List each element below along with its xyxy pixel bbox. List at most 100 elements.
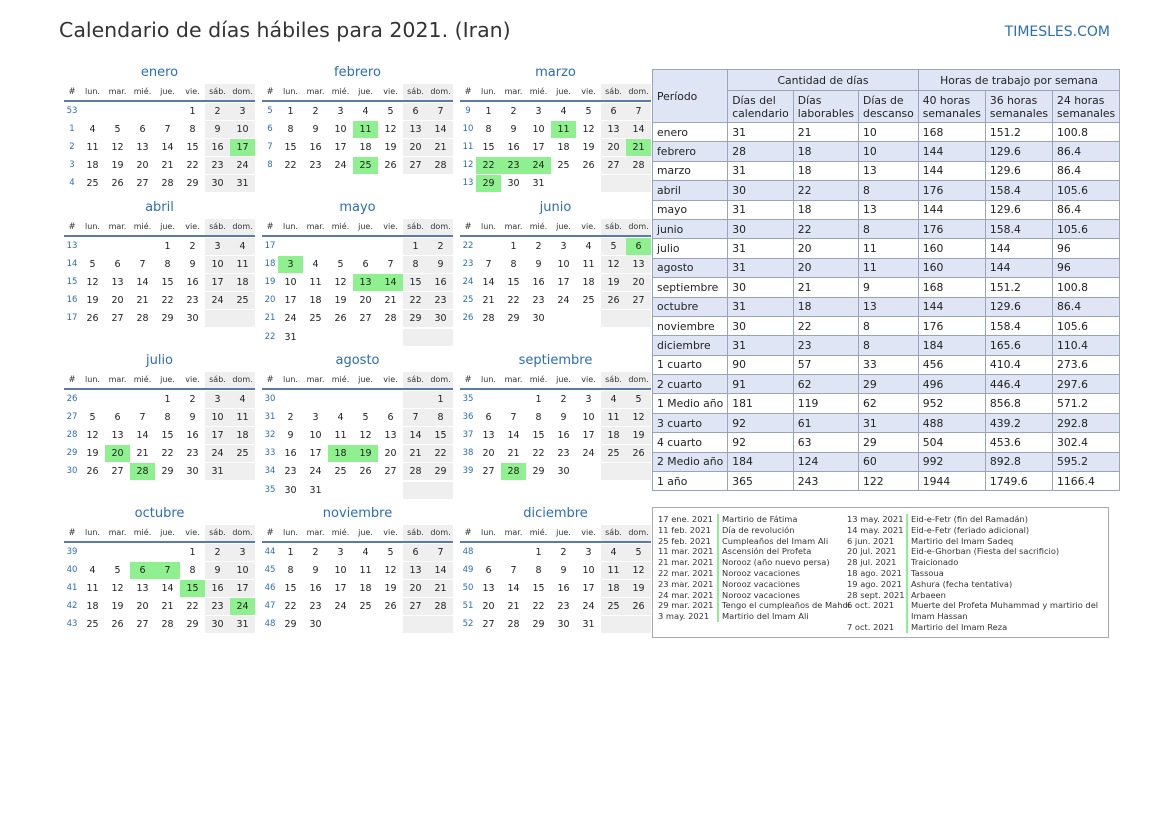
day-cell: 4 [230, 238, 255, 256]
weekday-label: lun. [481, 222, 496, 231]
weekday-header: # lun. mar. mié. jue. vie. sáb. dom. [262, 525, 453, 543]
day-cell [501, 544, 526, 561]
day-cell: 1 [510, 241, 517, 253]
week-row: 4 25 26 27 28 29 30 31 [64, 175, 255, 193]
weekday-label: dom. [428, 372, 453, 388]
day-cell [328, 616, 353, 633]
weekday-label: mié. [331, 87, 350, 96]
day-cell: 7 [626, 103, 651, 121]
day-cell: 29 [186, 178, 199, 190]
site-link[interactable]: TIMESLES.COM [1004, 24, 1110, 40]
day-cell: 23 [501, 157, 526, 175]
day-cell: 9 [560, 412, 567, 424]
day-cell [403, 328, 428, 346]
day-cell [353, 616, 378, 633]
value-cell: 410.4 [984, 354, 1054, 376]
day-cell: 13 [111, 430, 124, 442]
week-number: 52 [462, 619, 474, 630]
day-cell: 25 [582, 295, 595, 307]
day-cell: 8 [535, 565, 542, 577]
holiday-item: 28 sept. 2021 Arbaeen [847, 589, 1103, 601]
day-cell [601, 463, 626, 481]
holiday-date: 3 may. 2021 [658, 611, 710, 622]
day-cell: 21 [161, 160, 174, 172]
value-cell: 168 [917, 277, 986, 298]
day-cell: 7 [403, 409, 428, 427]
value-cell: 124 [792, 451, 860, 473]
value-cell: 96 [1052, 257, 1121, 279]
value-cell: 60 [858, 451, 919, 473]
week-number: 5 [267, 106, 273, 117]
weekday-label: sáb. [205, 219, 230, 235]
day-cell: 7 [485, 259, 492, 271]
week-row: 7 15 16 17 18 19 20 21 [262, 139, 453, 157]
day-cell: 24 [284, 313, 297, 325]
weekday-label: sáb. [205, 372, 230, 388]
day-cell [601, 616, 626, 634]
week-number: 23 [462, 259, 474, 270]
day-cell: 11 [551, 121, 576, 139]
value-cell: 892.8 [984, 451, 1054, 473]
month-name: diciembre [523, 506, 588, 521]
day-cell [130, 544, 155, 561]
day-cell: 28 [507, 619, 520, 631]
day-cell: 15 [403, 274, 428, 292]
value-cell: 63 [792, 432, 860, 453]
value-cell: 144 [984, 257, 1054, 279]
weekday-label: lun. [85, 528, 100, 537]
day-cell: 18 [359, 583, 372, 595]
week-row: 15 12 13 14 15 16 17 18 [64, 274, 255, 292]
holiday-name: Traicionado [906, 557, 958, 568]
day-cell: 20 [105, 445, 130, 463]
day-cell: 8 [189, 565, 196, 577]
weekday-label: dom. [230, 219, 255, 235]
value-cell: 86.4 [1052, 199, 1121, 220]
day-cell: 6 [139, 124, 146, 136]
day-cell: 9 [189, 259, 196, 271]
week-row: 30 1 [262, 391, 453, 409]
weekday-label: sáb. [205, 84, 230, 100]
day-cell [80, 238, 105, 255]
day-cell: 19 [384, 583, 397, 595]
value-cell: 30 [727, 180, 794, 201]
day-cell: 4 [89, 124, 96, 136]
weekday-label: dom. [230, 525, 255, 541]
week-number: 6 [267, 124, 273, 135]
day-cell: 7 [510, 412, 517, 424]
table-row: 2 Medio año 184 124 60 992 892.8 595.2 [651, 451, 1121, 473]
value-cell: 8 [858, 335, 919, 356]
week-number: 36 [462, 412, 474, 423]
day-cell: 11 [359, 565, 372, 577]
period-cell: septiembre [651, 277, 729, 298]
weekday-label: vie. [185, 87, 200, 96]
day-cell: 26 [384, 601, 397, 613]
day-cell: 3 [205, 391, 230, 409]
period-cell: noviembre [651, 315, 729, 337]
holiday-item: 23 mar. 2021 Norooz vacaciones [658, 578, 850, 590]
day-cell: 18 [86, 160, 99, 172]
day-cell: 11 [86, 583, 99, 595]
day-cell: 4 [362, 106, 369, 118]
week-number: 34 [264, 466, 276, 477]
value-cell: 8 [858, 218, 919, 240]
day-cell: 8 [485, 124, 492, 136]
day-cell: 8 [510, 259, 517, 271]
value-cell: 13 [858, 296, 919, 317]
holiday-name: Tengo el cumpleaños de Mahdi [717, 600, 850, 612]
week-number-header: # [266, 528, 274, 538]
day-cell: 14 [378, 274, 403, 292]
day-cell: 26 [359, 466, 372, 478]
weekday-label: mié. [529, 87, 548, 96]
weekday-label: lun. [85, 375, 100, 384]
period-cell: mayo [651, 199, 729, 220]
weekday-label: vie. [581, 87, 596, 96]
value-cell: 184 [727, 451, 794, 473]
week-row: 32 9 10 11 12 13 14 15 [262, 427, 453, 445]
week-number-header: # [464, 375, 472, 385]
day-cell: 5 [114, 565, 121, 577]
week-number: 32 [264, 430, 276, 441]
day-cell: 2 [205, 544, 230, 562]
value-cell: 92 [727, 432, 794, 453]
day-cell: 20 [626, 274, 651, 292]
week-row: 27 5 6 7 8 9 10 11 [64, 409, 255, 427]
